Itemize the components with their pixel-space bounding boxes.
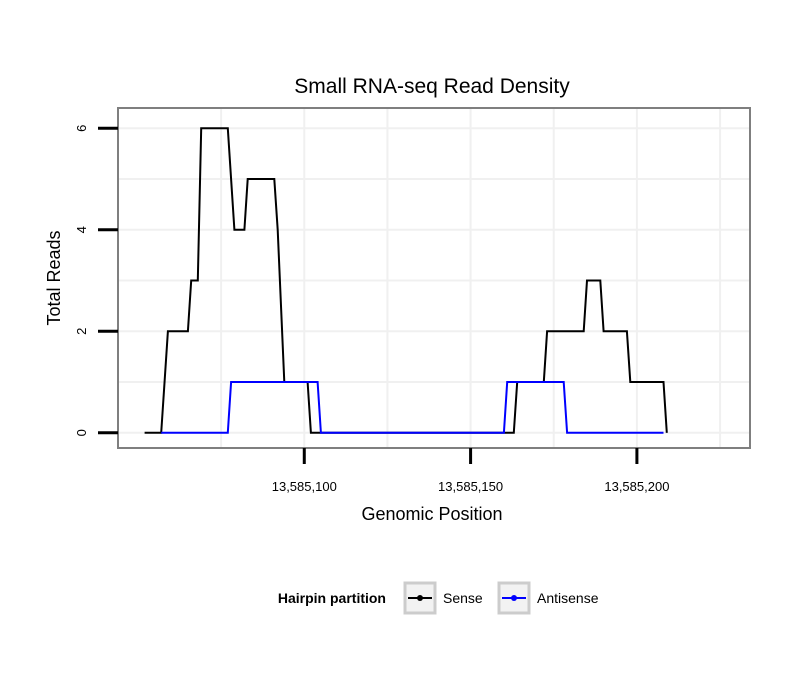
y-tick-label: 4 bbox=[74, 226, 89, 233]
x-tick-label: 13,585,200 bbox=[604, 479, 669, 494]
legend-title: Hairpin partition bbox=[278, 590, 386, 606]
x-axis-label: Genomic Position bbox=[361, 504, 502, 524]
y-tick-label: 6 bbox=[74, 125, 89, 132]
y-axis: 0 2 4 6 bbox=[74, 125, 118, 436]
plot-panel bbox=[117, 107, 751, 449]
y-axis-label: Total Reads bbox=[44, 230, 64, 325]
x-axis: 13,585,100 13,585,150 13,585,200 bbox=[272, 448, 669, 494]
grid bbox=[118, 108, 750, 448]
y-tick-label: 0 bbox=[74, 429, 89, 436]
legend-label-sense: Sense bbox=[443, 590, 483, 606]
legend: Hairpin partition Sense Antisense bbox=[278, 581, 599, 615]
legend-key-point bbox=[511, 595, 517, 601]
series-line-antisense bbox=[161, 381, 664, 434]
legend-label-antisense: Antisense bbox=[537, 590, 599, 606]
chart-title: Small RNA-seq Read Density bbox=[294, 75, 570, 98]
y-tick-label: 2 bbox=[74, 328, 89, 335]
x-tick-label: 13,585,100 bbox=[272, 479, 337, 494]
legend-key-point bbox=[417, 595, 423, 601]
x-tick-label: 13,585,150 bbox=[438, 479, 503, 494]
series-layer bbox=[144, 127, 668, 434]
